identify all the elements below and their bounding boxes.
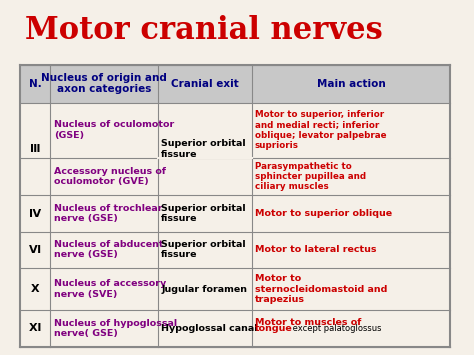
Text: Ⅺ: Ⅺ xyxy=(29,323,41,333)
Text: Nucleus of hypoglossal
nerve( GSE): Nucleus of hypoglossal nerve( GSE) xyxy=(54,319,177,338)
Text: tongue: tongue xyxy=(255,324,292,333)
Text: Parasympathetic to
sphincter pupillea and
ciliary muscles: Parasympathetic to sphincter pupillea an… xyxy=(255,162,366,191)
Text: Main action: Main action xyxy=(317,79,385,89)
Text: N.: N. xyxy=(28,79,41,89)
Text: Ⅳ: Ⅳ xyxy=(29,208,41,219)
Text: Superior orbital
fissure: Superior orbital fissure xyxy=(161,204,246,223)
Text: Cranial exit: Cranial exit xyxy=(171,79,239,89)
Text: Ⅹ: Ⅹ xyxy=(31,284,39,294)
Text: Jugular foramen: Jugular foramen xyxy=(161,285,247,294)
Text: Motor to superior oblique: Motor to superior oblique xyxy=(255,209,392,218)
Text: Nucleus of trochlear
nerve (GSE): Nucleus of trochlear nerve (GSE) xyxy=(54,204,162,223)
Text: Nucleus of origin and
axon categories: Nucleus of origin and axon categories xyxy=(41,73,167,94)
Text: Motor cranial nerves: Motor cranial nerves xyxy=(25,16,382,47)
Text: Motor to lateral rectus: Motor to lateral rectus xyxy=(255,245,376,254)
Text: Nucleus of abducent
nerve (GSE): Nucleus of abducent nerve (GSE) xyxy=(54,240,163,260)
Text: Nucleus of accessory
nerve (SVE): Nucleus of accessory nerve (SVE) xyxy=(54,279,166,299)
Text: Motor to muscles of: Motor to muscles of xyxy=(255,318,361,327)
Text: Ⅵ: Ⅵ xyxy=(29,245,41,255)
Text: Superior orbital
fissure: Superior orbital fissure xyxy=(161,139,246,159)
Text: Motor to superior, inferior
and medial recti; inferior
oblique; levator palpebra: Motor to superior, inferior and medial r… xyxy=(255,110,386,150)
Text: Accessory nucleus of
oculomotor (GVE): Accessory nucleus of oculomotor (GVE) xyxy=(54,167,166,186)
Text: Ⅲ: Ⅲ xyxy=(30,144,40,154)
FancyBboxPatch shape xyxy=(20,65,450,103)
Text: Motor to
sternocleidomastoid and
trapezius: Motor to sternocleidomastoid and trapezi… xyxy=(255,274,387,304)
Text: Superior orbital
fissure: Superior orbital fissure xyxy=(161,240,246,260)
Text: Hypoglossal canal: Hypoglossal canal xyxy=(161,324,258,333)
Text: Nucleus of oculomotor
(GSE): Nucleus of oculomotor (GSE) xyxy=(54,120,174,140)
Text: except palatoglossus: except palatoglossus xyxy=(290,324,381,333)
